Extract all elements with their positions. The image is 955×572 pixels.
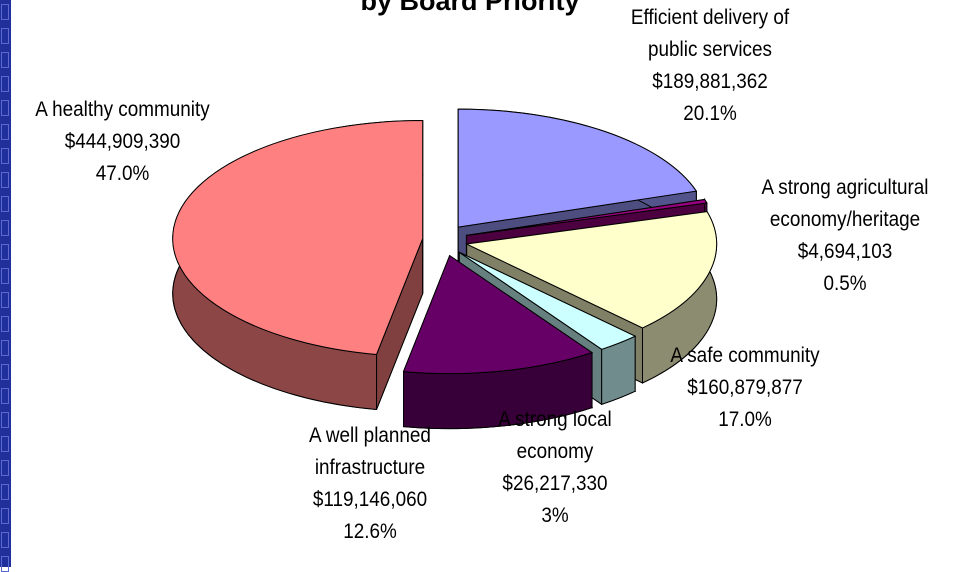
- slice-label: A healthy community $444,909,390 47.0%: [12, 94, 233, 190]
- strip-square: [1, 268, 9, 284]
- strip-square: [1, 340, 9, 356]
- strip-square: [1, 484, 9, 500]
- chart-title: by Board Priority: [360, 0, 580, 16]
- strip-square: [1, 364, 9, 380]
- strip-square: [1, 436, 9, 452]
- strip-square: [1, 292, 9, 308]
- slice-group: [402, 254, 594, 430]
- pie-slice: [402, 254, 594, 375]
- label-line: A well planned infrastructure: [309, 424, 431, 479]
- slice-label: A strong local economy $26,217,330 3%: [470, 404, 641, 532]
- slice-label: A well planned infrastructure $119,146,06…: [280, 420, 460, 548]
- strip-square: [1, 100, 9, 116]
- slice-label: A strong agricultural economy/heritage $4…: [742, 172, 949, 300]
- strip-square: [1, 148, 9, 164]
- strip-square: [1, 76, 9, 92]
- strip-square: [1, 244, 9, 260]
- pie-slice: [459, 251, 637, 350]
- strip-square: [1, 196, 9, 212]
- pie-slice: [464, 211, 718, 329]
- label-line: 20.1%: [683, 102, 737, 125]
- label-line: $189,881,362: [652, 70, 768, 93]
- strip-square: [1, 124, 9, 140]
- strip-square: [1, 28, 9, 44]
- strip-square: [1, 460, 9, 476]
- label-line: 17.0%: [718, 408, 772, 431]
- slice-label: Efficient delivery of public services $18…: [620, 2, 800, 130]
- strip-square: [1, 220, 9, 236]
- strip-square: [1, 412, 9, 428]
- label-line: $4,694,103: [797, 240, 893, 263]
- label-line: A strong local economy: [498, 408, 612, 463]
- label-line: $160,879,877: [687, 376, 803, 399]
- slide-strip: [0, 0, 11, 572]
- label-line: 0.5%: [823, 272, 867, 295]
- pie-slice: [466, 198, 708, 236]
- strip-square: [1, 388, 9, 404]
- slice-label: A safe community $160,879,877 17.0%: [651, 340, 840, 436]
- pie-slice: [172, 120, 424, 356]
- label-line: A safe community: [670, 344, 820, 367]
- label-line: A strong agricultural economy/heritage: [761, 176, 929, 231]
- label-line: 12.6%: [343, 520, 397, 543]
- label-line: 3%: [541, 504, 569, 527]
- strip-square: [1, 172, 9, 188]
- label-line: Efficient delivery of public services: [630, 6, 790, 61]
- pie-slice: [457, 108, 698, 228]
- label-line: $444,909,390: [64, 130, 181, 153]
- label-line: $119,146,060: [312, 488, 428, 511]
- strip-square: [1, 508, 9, 524]
- strip-square: [1, 52, 9, 68]
- label-line: $26,217,330: [502, 472, 608, 495]
- strip-square: [1, 4, 9, 20]
- strip-square: [1, 532, 9, 548]
- slice-group: [172, 120, 424, 411]
- label-line: 47.0%: [95, 162, 150, 185]
- strip-square: [1, 316, 9, 332]
- label-line: A healthy community: [35, 98, 210, 121]
